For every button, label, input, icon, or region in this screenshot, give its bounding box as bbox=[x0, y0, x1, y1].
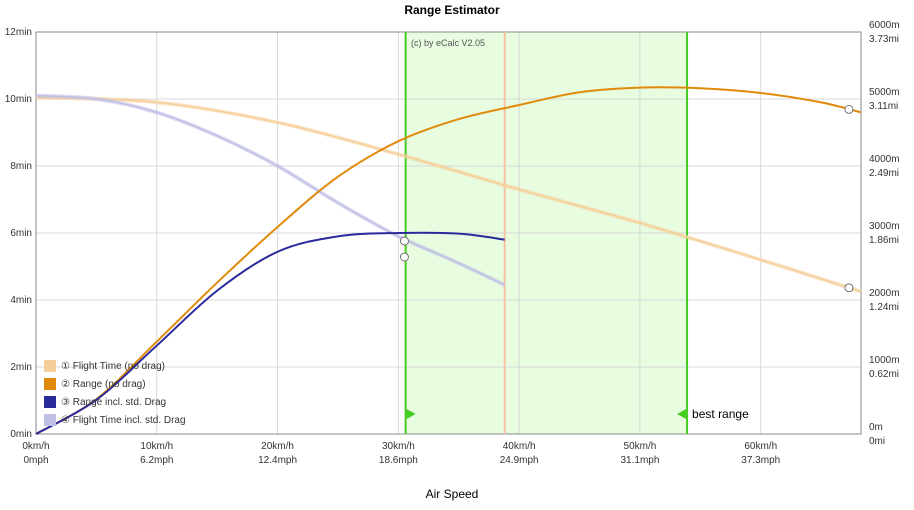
y-right-tick-label-mi: 1.86mi bbox=[869, 235, 899, 246]
x-tick-label-kmh: 0km/h bbox=[22, 441, 49, 452]
y-right-tick-label-mi: 2.49mi bbox=[869, 168, 899, 179]
copyright-label: (c) by eCalc V2.05 bbox=[411, 38, 485, 48]
legend-swatch bbox=[44, 396, 56, 408]
y-left-tick-label: 8min bbox=[10, 161, 32, 172]
series-marker bbox=[844, 104, 854, 114]
legend-swatch bbox=[44, 378, 56, 390]
x-tick-label-mph: 24.9mph bbox=[500, 455, 539, 466]
x-tick-label-kmh: 20km/h bbox=[261, 441, 294, 452]
series-markers bbox=[400, 104, 854, 293]
x-tick-label-kmh: 50km/h bbox=[624, 441, 657, 452]
x-tick-label-mph: 37.3mph bbox=[741, 455, 780, 466]
chart-title: Range Estimator bbox=[404, 3, 500, 17]
y-left-tick-label: 12min bbox=[5, 27, 32, 38]
y-right-tick-label-m: 4000m bbox=[869, 154, 900, 165]
series-marker bbox=[844, 283, 854, 293]
x-tick-label-kmh: 40km/h bbox=[503, 441, 536, 452]
legend-label: ③ Range incl. std. Drag bbox=[61, 397, 166, 408]
y-right-tick-label-m: 2000m bbox=[869, 288, 900, 299]
y-right-tick-label-m: 3000m bbox=[869, 221, 900, 232]
series-lines bbox=[35, 86, 862, 435]
flag-left-icon bbox=[677, 409, 687, 419]
y-right-tick-label-m: 5000m bbox=[869, 87, 900, 98]
series-line bbox=[35, 96, 862, 293]
y-right-tick-labels: 0m 0mi 1000m 0.62mi 2000m 1.24mi 3000m 1.86mi 40… bbox=[869, 20, 900, 447]
y-left-tick-label: 10min bbox=[5, 94, 32, 105]
y-right-tick-label-mi: 1.24mi bbox=[869, 302, 899, 313]
series-marker bbox=[400, 252, 409, 262]
x-tick-label-mph: 0mph bbox=[23, 455, 48, 466]
legend-swatch bbox=[44, 360, 56, 372]
y-left-tick-label: 4min bbox=[10, 295, 32, 306]
legend: ① Flight Time (no drag) ② Range (no drag)… bbox=[44, 360, 186, 426]
y-left-tick-label: 6min bbox=[10, 228, 32, 239]
y-right-tick-label-mi: 0mi bbox=[869, 436, 885, 447]
x-tick-label-kmh: 10km/h bbox=[140, 441, 173, 452]
y-right-tick-label-m: 1000m bbox=[869, 355, 900, 366]
flag-right-icon bbox=[406, 409, 416, 419]
series-marker bbox=[400, 236, 409, 246]
series-line bbox=[35, 86, 862, 435]
x-tick-label-mph: 18.6mph bbox=[379, 455, 418, 466]
series-line bbox=[35, 94, 505, 286]
y-right-tick-label-mi: 0.62mi bbox=[869, 369, 899, 380]
y-left-tick-label: 0min bbox=[10, 429, 32, 440]
x-tick-label-kmh: 30km/h bbox=[382, 441, 415, 452]
legend-label: ④ Flight Time incl. std. Drag bbox=[61, 415, 186, 426]
y-left-tick-labels: 0min 2min 4min 6min 8min 10min 12min bbox=[5, 27, 32, 440]
y-right-tick-label-m: 0m bbox=[869, 422, 883, 433]
y-right-tick-label-m: 6000m bbox=[869, 20, 900, 31]
x-tick-label-mph: 31.1mph bbox=[620, 455, 659, 466]
legend-swatch bbox=[44, 414, 56, 426]
x-tick-label-mph: 12.4mph bbox=[258, 455, 297, 466]
y-right-tick-label-mi: 3.73mi bbox=[869, 34, 899, 45]
series-line bbox=[35, 231, 505, 435]
x-tick-label-kmh: 60km/h bbox=[744, 441, 777, 452]
x-tick-labels: 0km/h 0mph 10km/h 6.2mph 20km/h 12.4mph 30km/h… bbox=[22, 441, 780, 466]
y-right-tick-label-mi: 3.11mi bbox=[869, 101, 898, 112]
legend-label: ① Flight Time (no drag) bbox=[61, 361, 165, 372]
x-axis-title: Air Speed bbox=[426, 487, 479, 501]
best-range-label: best range bbox=[692, 407, 749, 421]
x-tick-label-mph: 6.2mph bbox=[140, 455, 173, 466]
legend-label: ② Range (no drag) bbox=[61, 379, 146, 390]
y-left-tick-label: 2min bbox=[10, 362, 32, 373]
plot-frame bbox=[35, 31, 862, 435]
